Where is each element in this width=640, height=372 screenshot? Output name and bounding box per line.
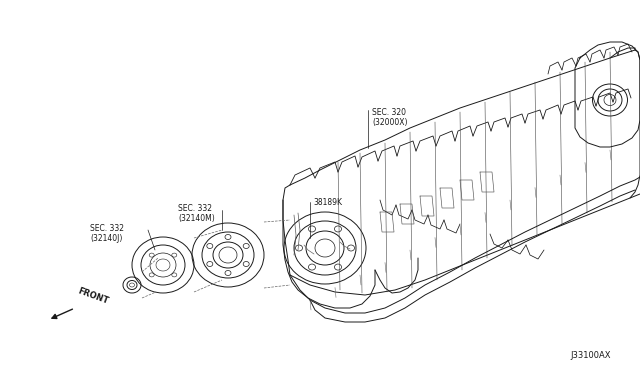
Text: FRONT: FRONT — [77, 286, 110, 306]
Text: SEC. 332: SEC. 332 — [178, 204, 212, 213]
Text: 38189K: 38189K — [313, 198, 342, 207]
Text: (32140M): (32140M) — [178, 214, 215, 223]
Text: (32000X): (32000X) — [372, 118, 408, 127]
Text: (32140J): (32140J) — [90, 234, 122, 243]
Text: SEC. 332: SEC. 332 — [90, 224, 124, 233]
Text: SEC. 320: SEC. 320 — [372, 108, 406, 117]
Text: J33100AX: J33100AX — [570, 351, 611, 360]
